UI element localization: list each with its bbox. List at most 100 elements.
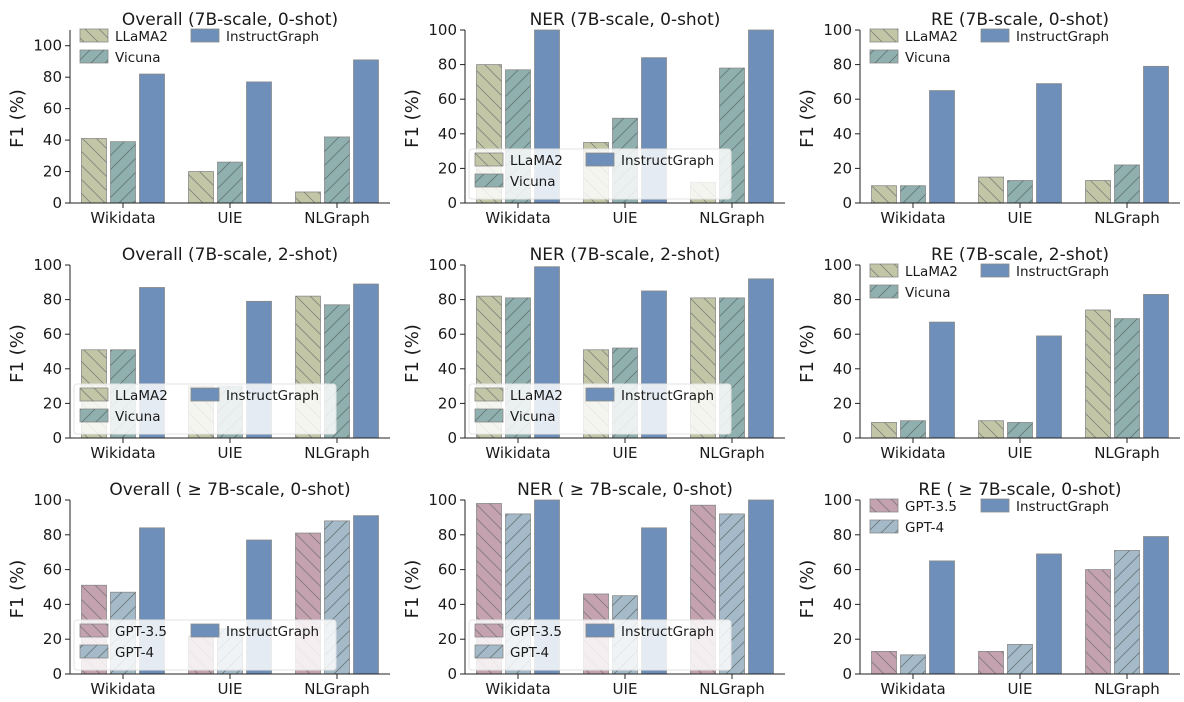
bar-instructgraph (929, 560, 955, 675)
y-axis-label: F1 (%) (402, 324, 423, 383)
y-tick-label: 40 (43, 131, 62, 149)
y-tick-label: 20 (43, 163, 62, 181)
legend: LLaMA2 Vicuna InstructGraph (869, 263, 1109, 301)
chart-title: Overall ( ≥ 7B-scale, 0-shot) (109, 480, 350, 500)
y-tick-label: 80 (43, 526, 62, 544)
legend-swatch-hatch (475, 153, 503, 166)
y-tick-label: 60 (438, 561, 457, 579)
y-tick-label: 40 (43, 595, 62, 613)
x-tick-label: NLGraph (699, 444, 765, 462)
y-tick-label: 80 (833, 291, 852, 309)
y-tick-label: 0 (447, 194, 457, 212)
legend-swatch-hatch (870, 50, 898, 63)
legend-label: GPT-3.5 (905, 499, 957, 515)
bar-hatch (1114, 164, 1140, 203)
x-tick-label: Wikidata (90, 209, 155, 227)
chart-panel: NER (7B-scale, 2-shot) F1 (%) 0 20 40 60 80 100… (402, 245, 785, 462)
x-tick-label: NLGraph (304, 209, 370, 227)
x-tick-label: Wikidata (90, 444, 155, 462)
legend-label: InstructGraph (1016, 29, 1109, 45)
y-tick-label: 80 (438, 526, 457, 544)
x-tick-label: NLGraph (1094, 209, 1160, 227)
y-tick-label: 20 (833, 630, 852, 648)
bar-instructgraph (929, 90, 955, 204)
bar-hatch (978, 651, 1004, 674)
legend-frame (73, 383, 337, 435)
y-axis-label: F1 (%) (797, 560, 818, 619)
legend-swatch-hatch (80, 409, 108, 422)
x-tick-label: UIE (613, 209, 638, 227)
y-tick-label: 100 (823, 21, 852, 39)
x-tick-label: NLGraph (1094, 444, 1160, 462)
bar-instructgraph (1036, 553, 1062, 675)
y-tick-label: 0 (447, 665, 457, 683)
y-axis-label: F1 (%) (7, 89, 28, 148)
legend-label: InstructGraph (226, 388, 319, 404)
y-tick-label: 100 (823, 491, 852, 509)
y-tick-label: 0 (842, 429, 852, 447)
bar-hatch (1007, 180, 1033, 203)
bar-hatch (978, 177, 1004, 203)
legend-swatch (585, 387, 615, 402)
y-tick-label: 100 (428, 21, 457, 39)
legend-label: Vicuna (510, 409, 556, 425)
chart-title: Overall (7B-scale, 0-shot) (122, 10, 338, 30)
x-tick-label: Wikidata (880, 444, 945, 462)
legend-swatch-hatch (870, 520, 898, 533)
y-axis-label: F1 (%) (7, 560, 28, 619)
legend-label: GPT-3.5 (510, 624, 562, 640)
y-tick-label: 40 (43, 360, 62, 378)
legend-frame (73, 619, 337, 671)
legend-label: Vicuna (510, 174, 556, 190)
legend-swatch-hatch (475, 174, 503, 187)
legend-label: GPT-4 (510, 645, 549, 661)
bar-hatch (871, 651, 897, 674)
y-tick-label: 20 (438, 630, 457, 648)
bar-instructgraph (353, 59, 379, 204)
legend: GPT-3.5 GPT-4 InstructGraph (869, 498, 1109, 536)
legend: LLaMA2 Vicuna InstructGraph (468, 383, 732, 435)
legend-swatch-hatch (870, 264, 898, 277)
y-tick-label: 60 (438, 325, 457, 343)
legend-swatch (980, 263, 1010, 278)
legend-swatch-hatch (80, 50, 108, 63)
y-tick-label: 100 (33, 256, 62, 274)
chart-title: NER (7B-scale, 0-shot) (530, 10, 721, 30)
y-tick-label: 80 (438, 291, 457, 309)
legend-swatch-hatch (80, 624, 108, 637)
chart-panel: NER ( ≥ 7B-scale, 0-shot) F1 (%) 0 20 40 60 80… (402, 480, 785, 698)
legend-swatch (980, 28, 1010, 43)
y-tick-label: 0 (842, 665, 852, 683)
chart-title: NER (7B-scale, 2-shot) (530, 245, 721, 265)
legend-label: Vicuna (115, 409, 161, 425)
y-tick-label: 0 (52, 429, 62, 447)
bar-instructgraph (748, 499, 774, 675)
legend-swatch-hatch (870, 285, 898, 298)
y-tick-label: 60 (43, 100, 62, 118)
bar-instructgraph (1143, 294, 1169, 439)
legend-label: LLaMA2 (905, 29, 958, 45)
legend-label: GPT-4 (115, 645, 154, 661)
y-tick-label: 80 (833, 526, 852, 544)
bar-instructgraph (929, 321, 955, 439)
y-axis-label: F1 (%) (402, 89, 423, 148)
legend-frame (468, 619, 732, 671)
bar-hatch (900, 185, 926, 203)
x-tick-label: Wikidata (880, 209, 945, 227)
legend-swatch-hatch (870, 29, 898, 42)
legend-label: Vicuna (905, 285, 951, 301)
chart-title: RE ( ≥ 7B-scale, 0-shot) (918, 480, 1121, 500)
bar-instructgraph (353, 283, 379, 439)
y-tick-label: 40 (833, 125, 852, 143)
y-tick-label: 20 (43, 394, 62, 412)
chart-panel: RE (7B-scale, 2-shot) F1 (%) 0 20 40 60 80 100 W… (797, 245, 1180, 462)
y-tick-label: 0 (52, 194, 62, 212)
bar-hatch (871, 422, 897, 438)
y-tick-label: 20 (833, 159, 852, 177)
bar-instructgraph (246, 81, 272, 204)
legend-swatch-hatch (475, 645, 503, 658)
legend-swatch (585, 152, 615, 167)
y-tick-label: 20 (438, 159, 457, 177)
y-tick-label: 40 (438, 595, 457, 613)
chart-panel: Overall ( ≥ 7B-scale, 0-shot) F1 (%) 0 20 40… (7, 480, 390, 698)
